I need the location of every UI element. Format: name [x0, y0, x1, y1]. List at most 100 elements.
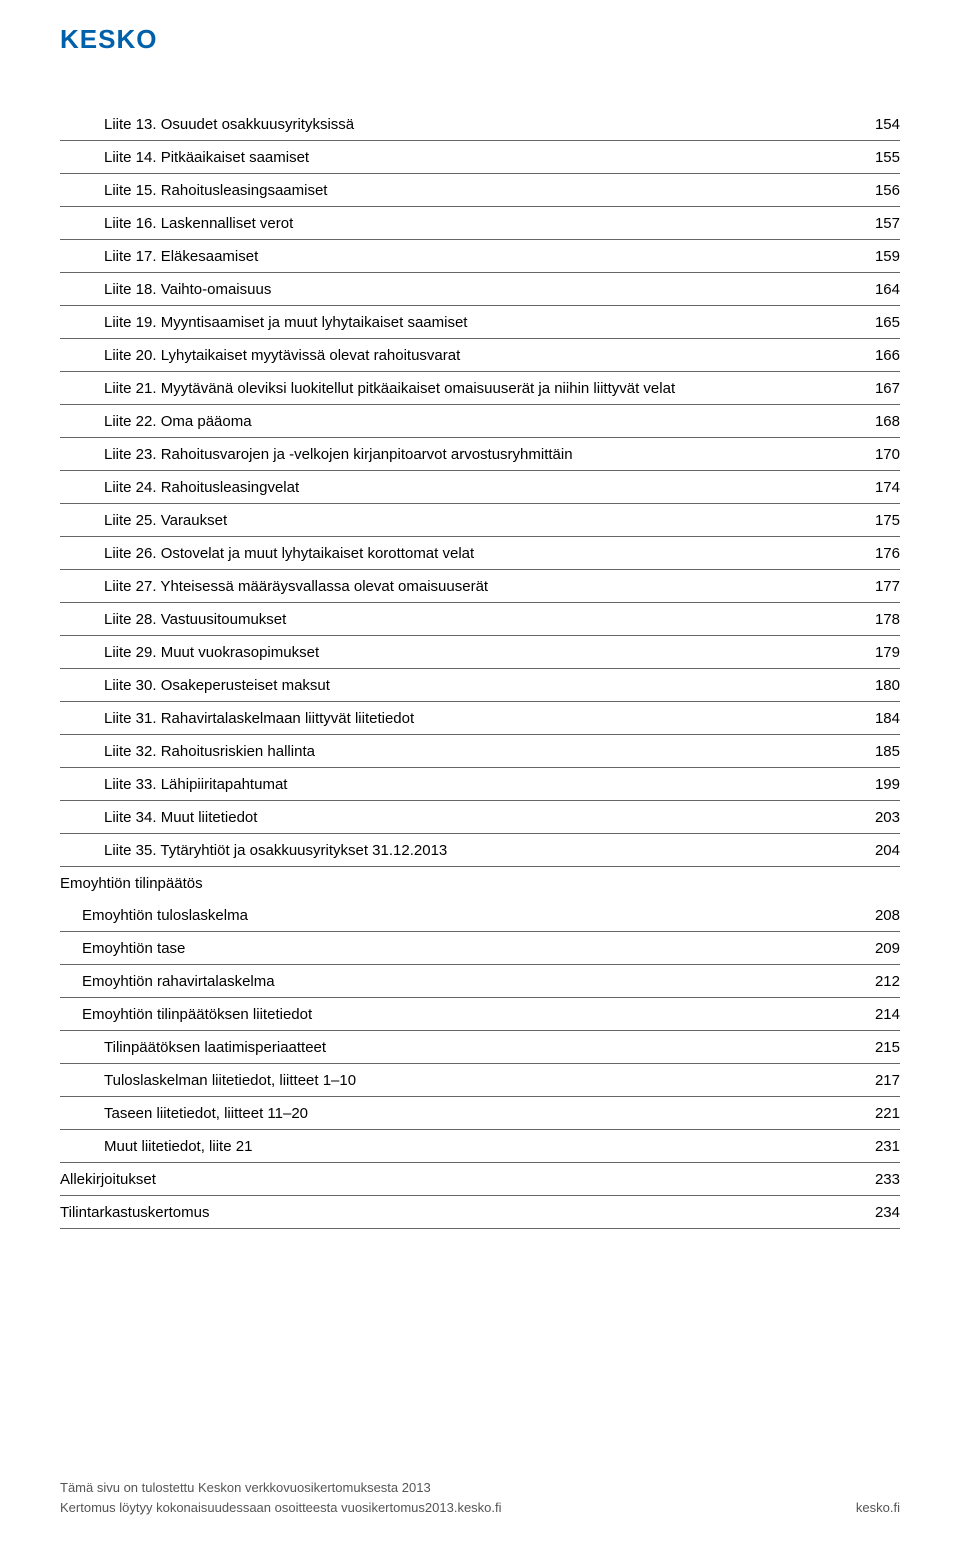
toc-page: 215	[863, 1039, 900, 1056]
toc-row[interactable]: Liite 15. Rahoitusleasingsaamiset156	[60, 174, 900, 207]
toc-row[interactable]: Muut liitetiedot, liite 21231	[60, 1130, 900, 1163]
toc-label: Liite 29. Muut vuokrasopimukset	[60, 644, 863, 661]
toc-row[interactable]: Liite 20. Lyhytaikaiset myytävissä oleva…	[60, 339, 900, 372]
toc-row[interactable]: Liite 22. Oma pääoma168	[60, 405, 900, 438]
toc-label: Emoyhtiön tilinpäätös	[60, 875, 900, 892]
toc-page: 167	[863, 380, 900, 397]
toc-label: Liite 17. Eläkesaamiset	[60, 248, 863, 265]
toc-page: 212	[863, 973, 900, 990]
toc-row[interactable]: Liite 18. Vaihto-omaisuus164	[60, 273, 900, 306]
toc-page: 199	[863, 776, 900, 793]
toc-row[interactable]: Emoyhtiön tilinpäätös	[60, 867, 900, 899]
toc-page: 177	[863, 578, 900, 595]
toc-page: 203	[863, 809, 900, 826]
toc-label: Liite 33. Lähipiiritapahtumat	[60, 776, 863, 793]
toc-label: Emoyhtiön rahavirtalaskelma	[60, 973, 863, 990]
toc-row[interactable]: Liite 35. Tytäryhtiöt ja osakkuusyrityks…	[60, 834, 900, 867]
toc-label: Tilintarkastuskertomus	[60, 1204, 863, 1221]
toc-page: 184	[863, 710, 900, 727]
toc-label: Liite 19. Myyntisaamiset ja muut lyhytai…	[60, 314, 863, 331]
toc-row[interactable]: Allekirjoitukset233	[60, 1163, 900, 1196]
toc-page: 204	[863, 842, 900, 859]
toc-page: 157	[863, 215, 900, 232]
toc-label: Liite 22. Oma pääoma	[60, 413, 863, 430]
toc-row[interactable]: Emoyhtiön tase209	[60, 932, 900, 965]
toc-label: Liite 23. Rahoitusvarojen ja -velkojen k…	[60, 446, 863, 463]
toc-row[interactable]: Liite 19. Myyntisaamiset ja muut lyhytai…	[60, 306, 900, 339]
toc-page: 156	[863, 182, 900, 199]
toc-label: Liite 13. Osuudet osakkuusyrityksissä	[60, 116, 863, 133]
page-footer: Tämä sivu on tulostettu Keskon verkkovuo…	[60, 1478, 900, 1517]
footer-line1: Tämä sivu on tulostettu Keskon verkkovuo…	[60, 1478, 502, 1498]
toc-page: 221	[863, 1105, 900, 1122]
toc-label: Liite 32. Rahoitusriskien hallinta	[60, 743, 863, 760]
toc-page: 208	[863, 907, 900, 924]
toc-page: 176	[863, 545, 900, 562]
toc-page: 233	[863, 1171, 900, 1188]
toc-label: Taseen liitetiedot, liitteet 11–20	[60, 1105, 863, 1122]
toc-row[interactable]: Liite 27. Yhteisessä määräysvallassa ole…	[60, 570, 900, 603]
toc-label: Liite 25. Varaukset	[60, 512, 863, 529]
toc-row[interactable]: Liite 29. Muut vuokrasopimukset179	[60, 636, 900, 669]
toc-row[interactable]: Liite 21. Myytävänä oleviksi luokitellut…	[60, 372, 900, 405]
toc-row[interactable]: Tilinpäätöksen laatimisperiaatteet215	[60, 1031, 900, 1064]
toc-page: 155	[863, 149, 900, 166]
toc-page: 214	[863, 1006, 900, 1023]
toc-page: 175	[863, 512, 900, 529]
toc-label: Liite 15. Rahoitusleasingsaamiset	[60, 182, 863, 199]
toc-row[interactable]: Liite 31. Rahavirtalaskelmaan liittyvät …	[60, 702, 900, 735]
toc-row[interactable]: Liite 30. Osakeperusteiset maksut180	[60, 669, 900, 702]
toc-label: Emoyhtiön tase	[60, 940, 863, 957]
toc-page: 165	[863, 314, 900, 331]
toc-label: Liite 31. Rahavirtalaskelmaan liittyvät …	[60, 710, 863, 727]
toc-label: Liite 18. Vaihto-omaisuus	[60, 281, 863, 298]
toc-row[interactable]: Liite 23. Rahoitusvarojen ja -velkojen k…	[60, 438, 900, 471]
toc-row[interactable]: Liite 34. Muut liitetiedot203	[60, 801, 900, 834]
toc-label: Liite 14. Pitkäaikaiset saamiset	[60, 149, 863, 166]
toc-page: 185	[863, 743, 900, 760]
toc-row[interactable]: Tuloslaskelman liitetiedot, liitteet 1–1…	[60, 1064, 900, 1097]
toc-label: Liite 20. Lyhytaikaiset myytävissä oleva…	[60, 347, 863, 364]
toc-row[interactable]: Taseen liitetiedot, liitteet 11–20221	[60, 1097, 900, 1130]
toc-label: Allekirjoitukset	[60, 1171, 863, 1188]
toc-row[interactable]: Emoyhtiön tilinpäätöksen liitetiedot214	[60, 998, 900, 1031]
toc-label: Muut liitetiedot, liite 21	[60, 1138, 863, 1155]
footer-left: Tämä sivu on tulostettu Keskon verkkovuo…	[60, 1478, 502, 1517]
toc-row[interactable]: Liite 33. Lähipiiritapahtumat199	[60, 768, 900, 801]
toc-page: 231	[863, 1138, 900, 1155]
brand-logo: KESKO	[60, 24, 157, 55]
toc-page: 154	[863, 116, 900, 133]
toc-page: 164	[863, 281, 900, 298]
footer-site: kesko.fi	[856, 1498, 900, 1518]
toc-label: Liite 16. Laskennalliset verot	[60, 215, 863, 232]
toc-label: Liite 30. Osakeperusteiset maksut	[60, 677, 863, 694]
toc-row[interactable]: Liite 24. Rahoitusleasingvelat174	[60, 471, 900, 504]
toc-label: Liite 28. Vastuusitoumukset	[60, 611, 863, 628]
toc-page: 209	[863, 940, 900, 957]
toc-label: Emoyhtiön tilinpäätöksen liitetiedot	[60, 1006, 863, 1023]
toc-page: 217	[863, 1072, 900, 1089]
toc-row[interactable]: Liite 14. Pitkäaikaiset saamiset155	[60, 141, 900, 174]
toc-label: Liite 21. Myytävänä oleviksi luokitellut…	[60, 380, 863, 397]
toc-row[interactable]: Liite 17. Eläkesaamiset159	[60, 240, 900, 273]
toc-row[interactable]: Liite 16. Laskennalliset verot157	[60, 207, 900, 240]
toc-page: 159	[863, 248, 900, 265]
toc-page: 179	[863, 644, 900, 661]
toc-row[interactable]: Liite 26. Ostovelat ja muut lyhytaikaise…	[60, 537, 900, 570]
toc-page: 178	[863, 611, 900, 628]
toc-label: Liite 34. Muut liitetiedot	[60, 809, 863, 826]
toc-row[interactable]: Emoyhtiön tuloslaskelma208	[60, 899, 900, 932]
toc-row[interactable]: Liite 13. Osuudet osakkuusyrityksissä154	[60, 108, 900, 141]
toc-row[interactable]: Tilintarkastuskertomus234	[60, 1196, 900, 1229]
toc-container: Liite 13. Osuudet osakkuusyrityksissä154…	[60, 108, 900, 1229]
toc-page: 174	[863, 479, 900, 496]
toc-label: Tilinpäätöksen laatimisperiaatteet	[60, 1039, 863, 1056]
toc-row[interactable]: Emoyhtiön rahavirtalaskelma212	[60, 965, 900, 998]
toc-row[interactable]: Liite 28. Vastuusitoumukset178	[60, 603, 900, 636]
footer-line2: Kertomus löytyy kokonaisuudessaan osoitt…	[60, 1498, 502, 1518]
toc-row[interactable]: Liite 32. Rahoitusriskien hallinta185	[60, 735, 900, 768]
toc-label: Emoyhtiön tuloslaskelma	[60, 907, 863, 924]
toc-page: 166	[863, 347, 900, 364]
toc-label: Liite 24. Rahoitusleasingvelat	[60, 479, 863, 496]
toc-row[interactable]: Liite 25. Varaukset175	[60, 504, 900, 537]
